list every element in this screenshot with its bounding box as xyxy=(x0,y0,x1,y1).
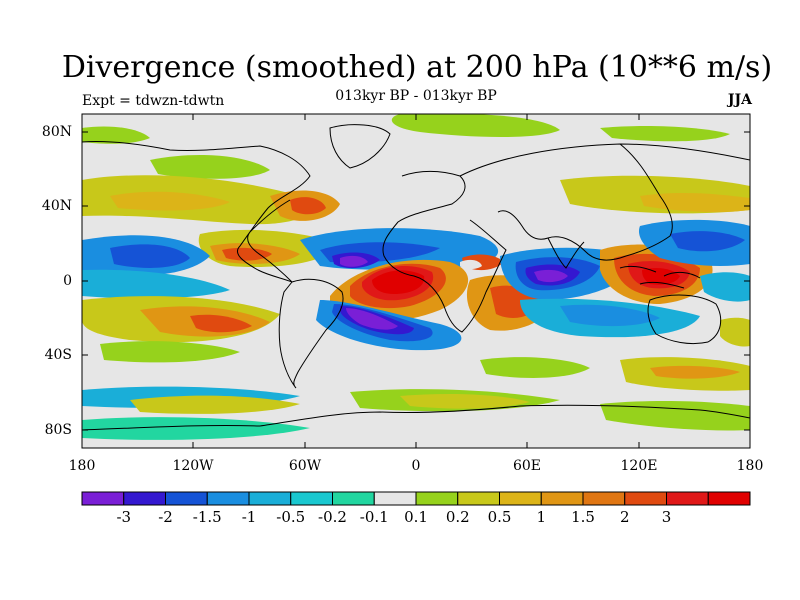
field-patch xyxy=(391,114,560,137)
lon-label-60w: 60W xyxy=(288,458,322,474)
field-patch xyxy=(290,197,326,215)
field-patch xyxy=(460,259,482,269)
field-patch xyxy=(670,231,745,252)
experiment-label: Expt = tdwzn-tdwtn xyxy=(82,93,225,109)
colorbar-box xyxy=(81,491,125,506)
lon-label-180w: 180 xyxy=(68,458,96,474)
colorbar-box xyxy=(415,491,459,506)
field-patch xyxy=(720,317,750,347)
colorbar-label: -2 xyxy=(158,508,173,526)
field-patch xyxy=(82,126,150,144)
lon-label-120e: 120E xyxy=(620,458,658,474)
colorbar-box xyxy=(707,491,751,506)
lon-label-180e: 180 xyxy=(736,458,764,474)
field-patch xyxy=(190,314,252,333)
coast-antarctica xyxy=(82,404,750,431)
colorbar-label: 1.5 xyxy=(571,508,595,526)
field-patch xyxy=(222,247,272,261)
colorbar-label: -0.2 xyxy=(318,508,347,526)
colorbar-box xyxy=(499,491,542,506)
lat-label-80s: 80S xyxy=(44,422,72,438)
chart-title: Divergence (smoothed) at 200 hPa (10**6 … xyxy=(61,50,773,85)
lat-label-0: 0 xyxy=(63,273,72,289)
colorbar-box xyxy=(123,491,166,506)
colorbar-box xyxy=(373,491,417,506)
field-patch xyxy=(600,400,750,431)
field-patch xyxy=(480,357,590,378)
lat-label-80n: 80N xyxy=(41,124,72,140)
colorbar-box xyxy=(457,491,500,506)
field-patch xyxy=(650,365,740,379)
lon-label-0: 0 xyxy=(411,458,421,474)
chart-subtitle: 013kyr BP - 013kyr BP xyxy=(335,88,497,104)
colorbar-box xyxy=(624,491,667,506)
coast-asia xyxy=(459,143,750,261)
colorbar-label: 3 xyxy=(661,508,672,526)
lon-label-120w: 120W xyxy=(172,458,214,474)
lon-label-60e: 60E xyxy=(512,458,542,474)
coast-india xyxy=(547,237,585,269)
lat-label-40s: 40S xyxy=(44,347,72,363)
lat-label-40n: 40N xyxy=(41,198,72,214)
colorbar-label: 1 xyxy=(536,508,547,526)
colorbar-box xyxy=(248,491,292,506)
colorbar-box xyxy=(540,491,584,506)
coast-australia xyxy=(647,294,722,345)
season-label: JJA xyxy=(727,92,752,108)
field-patch xyxy=(642,268,680,285)
field-patch xyxy=(82,417,310,440)
colorbar xyxy=(81,491,751,506)
field-patch xyxy=(150,155,270,179)
field-patch xyxy=(400,394,530,409)
colorbar-box xyxy=(290,491,333,506)
field-patch xyxy=(110,191,230,211)
field-patch xyxy=(346,308,398,330)
coast-greenland xyxy=(329,124,391,169)
colorbar-box xyxy=(332,491,375,506)
axis-ticks xyxy=(82,114,750,448)
field-patch xyxy=(560,304,660,327)
colorbar-label: 2 xyxy=(619,508,630,526)
colorbar-label: -0.1 xyxy=(359,508,389,526)
colorbar-box xyxy=(582,491,626,506)
coastlines xyxy=(82,124,750,431)
coast-maritime xyxy=(619,265,701,289)
field-patch xyxy=(372,270,425,294)
field-patch xyxy=(340,255,368,267)
divergence-field xyxy=(82,114,750,448)
colorbar-box xyxy=(666,491,709,506)
coast-north-america xyxy=(82,140,311,283)
field-patch xyxy=(534,269,568,283)
field-patch xyxy=(700,272,750,302)
coast-europe-africa xyxy=(382,171,507,333)
colorbar-label: -3 xyxy=(116,508,132,526)
colorbar-label: 0.1 xyxy=(404,508,428,526)
coast-south-america xyxy=(278,278,344,389)
field-patch xyxy=(100,341,240,363)
colorbar-label: -0.5 xyxy=(276,508,306,526)
colorbar-box xyxy=(206,491,250,506)
colorbar-label: 0.2 xyxy=(445,508,470,526)
colorbar-label: 0.5 xyxy=(487,508,512,526)
field-patch xyxy=(82,269,230,299)
field-patch xyxy=(110,244,190,268)
colorbar-label: -1.5 xyxy=(192,508,222,526)
field-patch xyxy=(600,126,730,142)
colorbar-box xyxy=(165,491,208,506)
colorbar-label: -1 xyxy=(241,508,257,526)
field-patch xyxy=(130,395,300,414)
